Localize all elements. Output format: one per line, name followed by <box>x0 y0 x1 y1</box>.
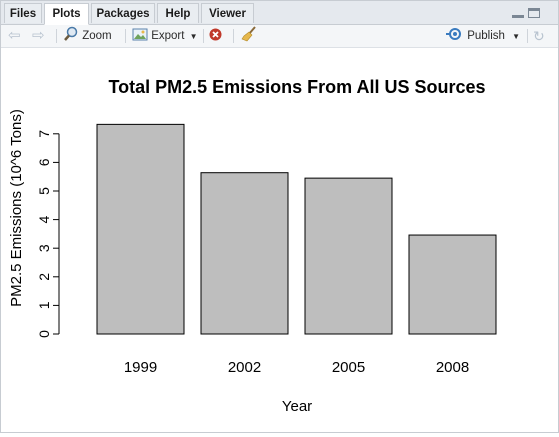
x-tick-label: 2005 <box>332 359 365 376</box>
toolbar-divider <box>56 29 57 43</box>
bar-1999 <box>96 123 185 335</box>
tab-plots[interactable]: Plots <box>44 3 89 25</box>
tab-packages[interactable]: Packages <box>91 3 155 23</box>
chevron-down-icon: ▼ <box>512 32 521 41</box>
bar-2005 <box>304 177 393 335</box>
forward-arrow-icon[interactable]: ⇨ <box>32 27 45 44</box>
export-button[interactable]: Export ▼ <box>132 25 198 47</box>
zoom-label: Zoom <box>82 30 112 42</box>
export-label: Export <box>151 30 185 42</box>
maximize-icon[interactable] <box>528 8 540 18</box>
publish-label: Publish <box>467 30 505 42</box>
clear-all-button[interactable] <box>241 25 257 47</box>
toolbar-divider <box>233 29 234 43</box>
remove-plot-icon <box>209 28 222 41</box>
x-tick-label: 2002 <box>228 359 261 376</box>
zoom-button[interactable]: Zoom <box>63 25 112 47</box>
toolbar-divider <box>527 29 528 43</box>
minimize-icon[interactable] <box>512 8 524 18</box>
chevron-down-icon: ▼ <box>189 32 198 41</box>
plots-toolbar: ⇦ ⇨ Zoom Export ▼ <box>1 25 558 48</box>
bar-2002 <box>200 172 289 335</box>
x-axis-label: Year <box>282 398 312 415</box>
x-tick-label: 2008 <box>436 359 469 376</box>
y-tick-label: 5 <box>36 187 52 195</box>
x-tick-label: 1999 <box>124 359 157 376</box>
plot-area: Total PM2.5 Emissions From All US Source… <box>1 48 558 432</box>
toolbar-divider <box>203 29 204 43</box>
y-tick-label: 4 <box>36 215 52 223</box>
y-tick-label: 7 <box>36 130 52 138</box>
broom-icon <box>241 26 256 42</box>
y-tick-label: 2 <box>36 273 52 281</box>
publish-icon <box>446 28 461 40</box>
chart-title: Total PM2.5 Emissions From All US Source… <box>108 77 485 97</box>
y-tick-label: 1 <box>36 301 52 309</box>
refresh-icon[interactable]: ↻ <box>533 28 545 44</box>
toolbar-divider <box>125 29 126 43</box>
y-tick-label: 3 <box>36 244 52 252</box>
pane-tab-bar: Files Plots Packages Help Viewer <box>1 1 558 25</box>
publish-button[interactable]: Publish ▼ <box>446 25 520 47</box>
y-axis-label: PM2.5 Emissions (10^6 Tons) <box>8 109 25 307</box>
tab-viewer[interactable]: Viewer <box>201 3 254 23</box>
y-tick-label: 6 <box>36 158 52 166</box>
y-tick-label: 0 <box>36 330 52 338</box>
tab-files[interactable]: Files <box>4 3 42 23</box>
bar-2008 <box>408 234 497 335</box>
export-image-icon <box>132 28 148 41</box>
back-arrow-icon[interactable]: ⇦ <box>8 27 21 44</box>
tab-help[interactable]: Help <box>157 3 199 23</box>
remove-plot-button[interactable] <box>209 25 222 47</box>
magnifier-icon <box>64 26 78 41</box>
bar-chart: Total PM2.5 Emissions From All US Source… <box>8 77 497 415</box>
